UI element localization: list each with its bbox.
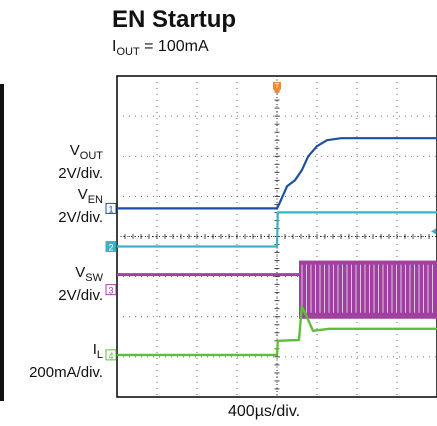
label-il-sub: L [96,349,103,361]
label-il-scale: 200mA/div. [29,364,103,381]
subtitle-rest: = 100mA [139,38,209,55]
label-il: IL 200mA/div. [29,341,103,381]
label-vout-sub: OUT [79,150,103,162]
label-vsw-main: V [75,264,86,281]
channel-marker-il [105,349,117,361]
trigger-marker [273,82,281,94]
label-il-main: I [92,341,97,358]
x-axis-label: 400µs/div. [228,403,301,420]
channel-number-vout: 1 [108,204,113,214]
chart-title: EN Startup [112,6,237,33]
subtitle-sub: OUT [116,46,140,59]
channel-marker-ven [105,241,117,253]
label-ven-scale: 2V/div. [58,209,103,226]
vsw-switching-band [299,260,437,319]
label-vsw: VSW 2V/div. [58,264,103,304]
label-ven-sub: EN [87,194,103,206]
ven-trace [117,211,437,248]
label-ven: VEN 2V/div. [58,186,103,226]
channel-number-vsw: 3 [108,286,113,296]
trigger-marker-label: T [275,83,280,90]
channel-number-ven: 2 [108,243,113,253]
label-vsw-sub: SW [85,272,103,284]
vout-trace [117,137,437,210]
label-ven-main: V [77,186,88,203]
channel-marker-vout [105,202,117,214]
left-edge-bar [0,84,4,401]
label-vout: VOUT 2V/div. [58,142,103,182]
label-vout-main: V [69,142,80,159]
label-vout-scale: 2V/div. [58,165,103,182]
ven-right-marker [431,228,436,235]
channel-marker-vsw [105,284,117,296]
label-vsw-scale: 2V/div. [58,287,103,304]
subtitle-main: I [112,38,117,55]
il-trace [117,305,437,357]
chart-subtitle: IOUT = 100mA [112,38,209,58]
channel-number-il: 4 [108,351,113,361]
